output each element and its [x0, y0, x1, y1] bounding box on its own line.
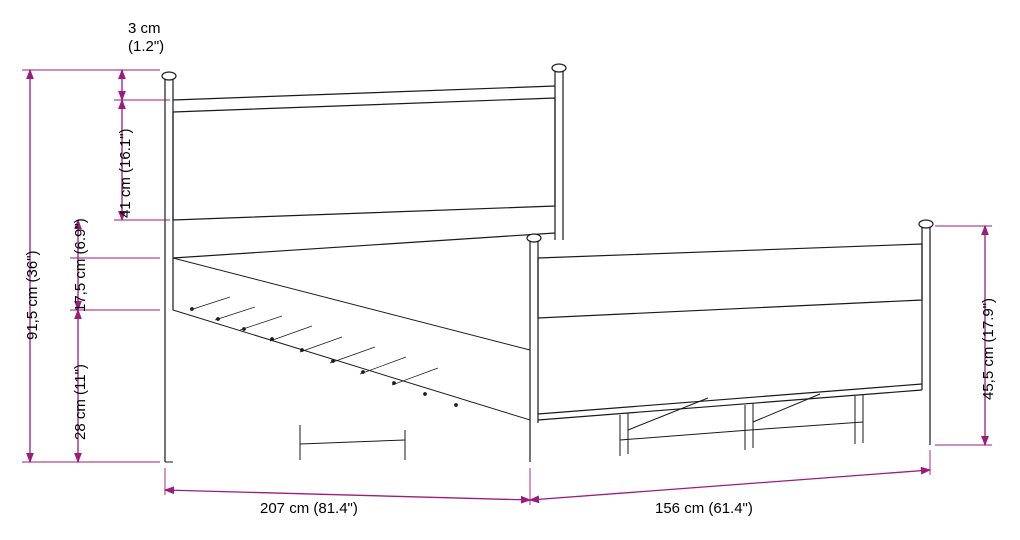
bed-frame-diagram: 91,5 cm (36") 28 cm (11") 17,5 cm (6.9")… [0, 0, 1020, 540]
diagram-svg [0, 0, 1020, 540]
dim-top-gap-a: 3 cm [128, 20, 161, 37]
dim-rail-gap: 17,5 cm (6.9") [72, 218, 89, 312]
dim-headboard-panel: 41 cm (16.1") [117, 128, 134, 218]
dim-footboard-height: 45,5 cm (17.9") [980, 298, 997, 400]
dim-total-height: 91,5 cm (36") [24, 250, 41, 340]
dim-width: 156 cm (61.4") [655, 500, 753, 517]
dim-length: 207 cm (81.4") [260, 500, 358, 517]
dim-leg-height: 28 cm (11") [72, 364, 89, 440]
dim-top-gap-b: (1.2") [128, 38, 164, 55]
